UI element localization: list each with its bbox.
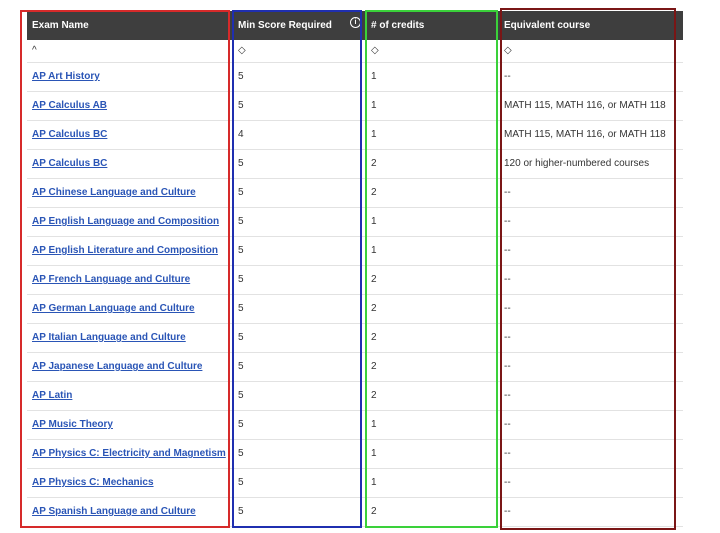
min-score-cell: 5 <box>238 303 244 314</box>
credits-cell: 2 <box>371 506 377 517</box>
table-row: AP Calculus AB 5 1 MATH 115, MATH 116, or M… <box>27 91 683 121</box>
table-row: AP Spanish Language and Culture 5 2 -- <box>27 497 683 527</box>
table-header: Exam Name Min Score Required i # of cred… <box>27 11 683 40</box>
min-score-cell: 5 <box>238 71 244 82</box>
equivalent-course-cell: -- <box>504 448 511 459</box>
credits-cell: 2 <box>371 390 377 401</box>
credits-cell: 2 <box>371 303 377 314</box>
exam-name-link[interactable]: AP Calculus BC <box>32 129 108 140</box>
credits-cell: 1 <box>371 71 377 82</box>
table-row: AP Calculus BC 5 2 120 or higher-numbered c… <box>27 149 683 179</box>
exam-name-link[interactable]: AP French Language and Culture <box>32 274 191 285</box>
equivalent-course-cell: -- <box>504 274 511 285</box>
exam-name-link[interactable]: AP English Literature and Composition <box>32 245 218 256</box>
table-row: AP Physics C: Electricity and Magnetism 5… <box>27 439 683 469</box>
equivalent-course-cell: MATH 115, MATH 116, or MATH 118 <box>504 129 666 140</box>
exam-name-link[interactable]: AP Music Theory <box>32 419 113 430</box>
credits-cell: 1 <box>371 100 377 111</box>
exam-name-link[interactable]: AP Art History <box>32 71 100 82</box>
table-row: AP Latin 5 2 -- <box>27 381 683 411</box>
sort-equivalent-icon[interactable]: ◇ <box>504 45 512 56</box>
exam-name-link[interactable]: AP Italian Language and Culture <box>32 332 186 343</box>
table-row: AP Chinese Language and Culture 5 2 -- <box>27 178 683 208</box>
min-score-cell: 5 <box>238 506 244 517</box>
equivalent-course-cell: -- <box>504 361 511 372</box>
header-min-score[interactable]: Min Score Required <box>238 20 332 31</box>
credits-cell: 1 <box>371 419 377 430</box>
equivalent-course-cell: -- <box>504 390 511 401</box>
exam-name-link[interactable]: AP Spanish Language and Culture <box>32 506 196 517</box>
min-score-cell: 5 <box>238 187 244 198</box>
header-equivalent-course[interactable]: Equivalent course <box>504 20 591 31</box>
exam-name-link[interactable]: AP German Language and Culture <box>32 303 195 314</box>
credits-cell: 2 <box>371 274 377 285</box>
min-score-cell: 5 <box>238 158 244 169</box>
credits-cell: 1 <box>371 448 377 459</box>
min-score-cell: 5 <box>238 361 244 372</box>
credits-cell: 1 <box>371 216 377 227</box>
credits-cell: 2 <box>371 361 377 372</box>
equivalent-course-cell: -- <box>504 506 511 517</box>
credits-cell: 2 <box>371 187 377 198</box>
equivalent-course-cell: 120 or higher-numbered courses <box>504 158 650 169</box>
equivalent-course-cell: -- <box>504 332 511 343</box>
equivalent-course-cell: -- <box>504 419 511 430</box>
exam-name-link[interactable]: AP Latin <box>32 390 73 401</box>
equivalent-course-cell: -- <box>504 187 511 198</box>
exam-name-link[interactable]: AP Chinese Language and Culture <box>32 187 196 198</box>
equivalent-course-cell: -- <box>504 71 511 82</box>
min-score-cell: 5 <box>238 477 244 488</box>
sort-credits-icon[interactable]: ◇ <box>371 45 379 56</box>
table-row: AP Calculus BC 4 1 MATH 115, MATH 116, or M… <box>27 120 683 150</box>
table-row: AP French Language and Culture 5 2 -- <box>27 265 683 295</box>
exam-name-link[interactable]: AP Physics C: Mechanics <box>32 477 154 488</box>
sort-row: ^ ◇ ◇ ◇ <box>27 40 683 63</box>
equivalent-course-cell: -- <box>504 245 511 256</box>
min-score-cell: 5 <box>238 419 244 430</box>
exam-name-link[interactable]: AP Physics C: Electricity and Magnetism <box>32 448 226 459</box>
table-row: AP English Language and Composition 5 1 -- <box>27 207 683 237</box>
min-score-cell: 4 <box>238 129 244 140</box>
exam-name-link[interactable]: AP Calculus BC <box>32 158 108 169</box>
equivalent-course-cell: MATH 115, MATH 116, or MATH 118 <box>504 100 666 111</box>
equivalent-course-cell: -- <box>504 477 511 488</box>
min-score-cell: 5 <box>238 216 244 227</box>
credits-cell: 1 <box>371 245 377 256</box>
header-credits[interactable]: # of credits <box>371 20 425 31</box>
table-row: AP Japanese Language and Culture 5 2 -- <box>27 352 683 382</box>
credits-cell: 1 <box>371 477 377 488</box>
table-row: AP Italian Language and Culture 5 2 -- <box>27 323 683 353</box>
exam-name-link[interactable]: AP Calculus AB <box>32 100 108 111</box>
exam-name-link[interactable]: AP English Language and Composition <box>32 216 220 227</box>
table-row: AP German Language and Culture 5 2 -- <box>27 294 683 324</box>
sort-min-score-icon[interactable]: ◇ <box>238 45 246 56</box>
min-score-cell: 5 <box>238 100 244 111</box>
table-row: AP English Literature and Composition 5 1 -… <box>27 236 683 266</box>
min-score-cell: 5 <box>238 390 244 401</box>
min-score-cell: 5 <box>238 332 244 343</box>
table-row: AP Physics C: Mechanics 5 1 -- <box>27 468 683 498</box>
table-row: AP Music Theory 5 1 -- <box>27 410 683 440</box>
exam-name-link[interactable]: AP Japanese Language and Culture <box>32 361 203 372</box>
credits-cell: 1 <box>371 129 377 140</box>
min-score-cell: 5 <box>238 245 244 256</box>
sort-exam-name-icon[interactable]: ^ <box>32 45 37 56</box>
info-icon[interactable]: i <box>350 17 361 28</box>
equivalent-course-cell: -- <box>504 303 511 314</box>
min-score-cell: 5 <box>238 274 244 285</box>
header-exam-name[interactable]: Exam Name <box>32 20 89 31</box>
equivalent-course-cell: -- <box>504 216 511 227</box>
table-row: AP Art History 5 1 -- <box>27 62 683 92</box>
credits-cell: 2 <box>371 158 377 169</box>
min-score-cell: 5 <box>238 448 244 459</box>
credits-cell: 2 <box>371 332 377 343</box>
